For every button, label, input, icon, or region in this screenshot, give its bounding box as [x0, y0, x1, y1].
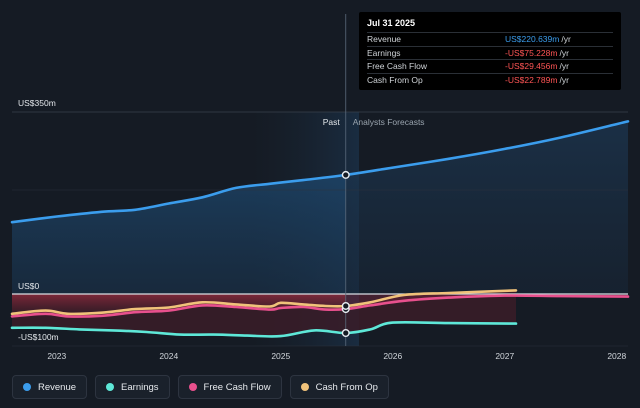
legend-label: Cash From Op [315, 381, 378, 393]
free-cash-flow-line [10, 294, 630, 318]
tooltip-row: Revenue US$220.639m/yr [367, 32, 613, 46]
y-label-zero: US$0 [18, 281, 40, 291]
tooltip-row-unit: /yr [559, 47, 569, 58]
legend-dot-icon [188, 383, 197, 391]
x-tick-2027: 2027 [495, 351, 514, 361]
x-tick-2024: 2024 [159, 351, 178, 361]
tooltip-row: Earnings -US$75.228m/yr [367, 45, 613, 60]
forecast-label: Analysts Forecasts [353, 117, 425, 127]
legend-dot-icon [300, 383, 309, 391]
legend-dot-icon [23, 383, 31, 391]
cash-from-op-marker[interactable] [341, 301, 350, 310]
revenue-line [10, 120, 630, 224]
legend-label: Free Cash Flow [203, 381, 271, 393]
x-tick-2026: 2026 [383, 351, 402, 361]
x-tick-2025: 2025 [271, 351, 290, 361]
tooltip-row-value: -US$22.789m [505, 74, 558, 85]
earnings-marker[interactable] [341, 329, 350, 338]
tooltip-row-label: Cash From Op [367, 74, 423, 85]
y-label-bottom: -US$100m [18, 332, 59, 342]
x-tick-2023: 2023 [47, 351, 66, 361]
tooltip-row-unit: /yr [561, 34, 571, 45]
tooltip-row-value: US$220.639m [505, 34, 560, 45]
earnings-line [10, 320, 518, 338]
tooltip-date: Jul 31 2025 [367, 18, 416, 28]
legend-label: Revenue [38, 381, 77, 393]
revenue-marker[interactable] [341, 170, 350, 179]
x-tick-2028: 2028 [607, 351, 626, 361]
tooltip-row: Cash From Op -US$22.789m/yr [367, 72, 613, 87]
legend-revenue[interactable]: Revenue [12, 375, 88, 399]
y-label-top: US$350m [18, 98, 56, 108]
tooltip-row-unit: /yr [559, 61, 569, 72]
tooltip-row: Free Cash Flow -US$29.456m/yr [367, 59, 613, 73]
legend-cash-from-op[interactable]: Cash From Op [289, 375, 389, 399]
tooltip-row-label: Free Cash Flow [367, 61, 427, 72]
legend-label: Earnings [121, 381, 159, 393]
tooltip-row-label: Earnings [367, 47, 401, 58]
revenue-area-past [12, 174, 346, 294]
tooltip-row-value: -US$29.456m [505, 61, 558, 72]
past-label: Past [323, 117, 341, 127]
tooltip-row-label: Revenue [367, 34, 402, 45]
legend-dot-icon [106, 383, 115, 391]
legend-earnings[interactable]: Earnings [95, 375, 170, 399]
tooltip-row-unit: /yr [559, 74, 569, 85]
tooltip-row-value: -US$75.228m [505, 47, 558, 58]
cash-from-op-line [10, 289, 518, 316]
legend-free-cash-flow[interactable]: Free Cash Flow [177, 375, 282, 399]
chart-legend: Revenue Earnings Free Cash Flow Cash From O… [12, 375, 389, 401]
fcf-area-forecast [345, 294, 628, 310]
hover-tooltip: Jul 31 2025 Revenue US$220.639m/yr Earning… [359, 12, 621, 90]
